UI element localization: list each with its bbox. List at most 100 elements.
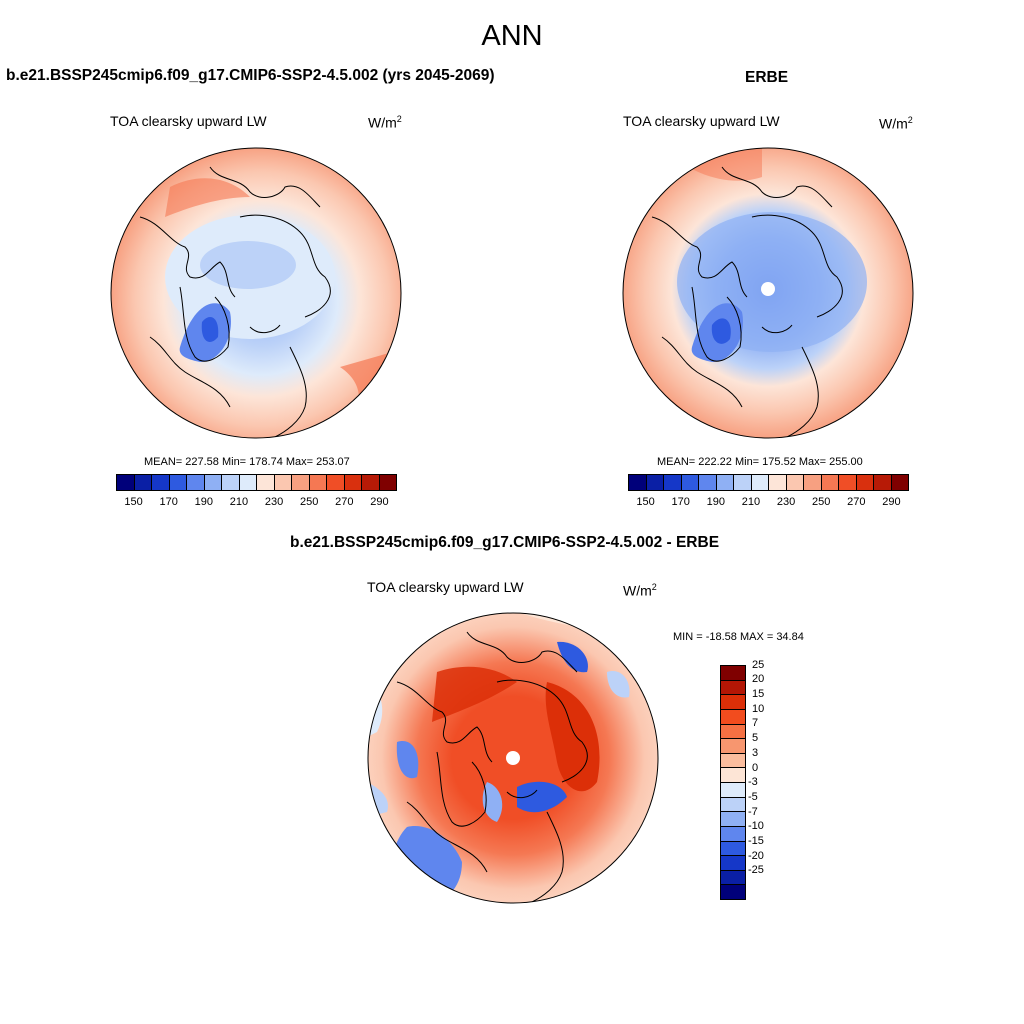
panel-3-colorbar-tick-label: 25 xyxy=(752,658,765,671)
panel-1-colorbar-swatch xyxy=(152,475,170,490)
panel-2-colorbar-swatch xyxy=(804,475,822,490)
panel-1-colorbar-tick-label: 230 xyxy=(264,496,284,508)
panel-2-colorbar-tick-label: 210 xyxy=(741,496,761,508)
panel-1-colorbar-tick-label: 250 xyxy=(300,496,319,508)
panel-2-coastlines xyxy=(651,166,843,438)
panel-2-colorbar-ticks: 150 170 190 210 230 250 270 290 xyxy=(628,496,909,510)
panel-1-colorbar-swatch xyxy=(204,475,222,490)
panel-3-colorbar-swatch xyxy=(721,724,745,740)
panel-2-variable-label: TOA clearsky upward LW xyxy=(623,113,780,129)
panel-3-pole-gap xyxy=(506,751,520,765)
panel-3-colorbar-tick-label: -20 xyxy=(748,849,764,862)
panel-1-colorbar-swatch xyxy=(222,475,240,490)
panel-3-colorbar-swatch xyxy=(721,870,745,886)
panel-1-colorbar-swatch xyxy=(169,475,187,490)
panel-2-stats: MEAN= 222.22 Min= 175.52 Max= 255.00 xyxy=(657,456,863,468)
panel-3-colorbar-swatch xyxy=(721,666,745,681)
panel-2-colorbar-swatch xyxy=(891,475,908,490)
panel-1-colorbar-swatch xyxy=(274,475,292,490)
panel-1-variable-label: TOA clearsky upward LW xyxy=(110,113,267,129)
panel-2-colorbar-tick-label: 170 xyxy=(671,496,690,508)
panel-2-colorbar-swatch xyxy=(716,475,734,490)
panel-2-title: ERBE xyxy=(745,69,789,86)
panel-2-colorbar-swatch xyxy=(874,475,892,490)
panel-1-coastlines xyxy=(139,166,331,438)
panel-2-colorbar-tick-label: 150 xyxy=(636,496,655,508)
panel-2-colorbar-tick-label: 230 xyxy=(776,496,796,508)
panel-3-colorbar-tick-label: 5 xyxy=(752,732,759,745)
panel-3-variable-label: TOA clearsky upward LW xyxy=(367,579,524,595)
panel-3-colorbar-tick-label: 7 xyxy=(752,717,759,730)
panel-1-title: b.e21.BSSP245cmip6.f09_g17.CMIP6-SSP2-4.… xyxy=(6,67,495,84)
panel-2-colorbar-tick-label: 270 xyxy=(847,496,866,508)
panel-3-colorbar-ticks: 25 20 15 10 7 5 3 0 -3 -5 -7 -10 -15 -20 -25 xyxy=(748,659,792,900)
panel-1-colorbar-tick-label: 290 xyxy=(370,496,389,508)
panel-2-colorbar-swatch xyxy=(751,475,769,490)
panel-3-colorbar-swatch xyxy=(721,812,745,827)
panel-3-colorbar-swatch xyxy=(721,709,745,725)
panel-3-colorbar-swatch xyxy=(721,856,745,871)
panel-3-colorbar-tick-label: -25 xyxy=(748,864,764,877)
panel-2-colorbar-tick-label: 190 xyxy=(706,496,725,508)
panel-1-colorbar-swatch xyxy=(379,475,396,490)
panel-3-title: b.e21.BSSP245cmip6.f09_g17.CMIP6-SSP2-4.… xyxy=(290,534,720,551)
panel-3-colorbar-tick-label: 20 xyxy=(752,673,765,686)
panel-2-colorbar-tick-label: 290 xyxy=(882,496,901,508)
panel-2-colorbar-swatch xyxy=(664,475,682,490)
panel-1-colorbar-swatch xyxy=(257,475,275,490)
panel-3-colorbar-tick-label: -7 xyxy=(748,805,758,818)
panel-1-stats: MEAN= 227.58 Min= 178.74 Max= 253.07 xyxy=(144,456,350,468)
panel-2-polar-map xyxy=(622,147,914,439)
panel-1-colorbar-swatch xyxy=(327,475,345,490)
panel-3-colorbar-tick-label: 10 xyxy=(752,702,765,715)
panel-1-colorbar-swatch xyxy=(117,475,135,490)
panel-3-stats: MIN = -18.58 MAX = 34.84 xyxy=(673,631,804,643)
panel-2-colorbar xyxy=(628,474,909,491)
panel-1-colorbar-ticks: 150 170 190 210 230 250 270 290 xyxy=(116,496,397,510)
panel-1-colorbar-tick-label: 210 xyxy=(229,496,249,508)
panel-3-colorbar-swatch xyxy=(721,783,745,798)
panel-1-colorbar-swatch xyxy=(239,475,257,490)
panel-1-colorbar-swatch xyxy=(134,475,152,490)
panel-3-colorbar-swatch xyxy=(721,680,745,696)
panel-3-colorbar-swatch xyxy=(721,768,745,783)
panel-1-colorbar-swatch xyxy=(187,475,205,490)
panel-2-units: W/m2 xyxy=(879,115,913,132)
panel-3-colorbar-swatch xyxy=(721,841,745,857)
panel-1-colorbar-tick-label: 150 xyxy=(124,496,143,508)
panel-1-units: W/m2 xyxy=(368,114,402,131)
panel-2-colorbar-tick-label: 250 xyxy=(812,496,831,508)
panel-3-colorbar-tick-label: 15 xyxy=(752,688,765,701)
panel-3-colorbar xyxy=(720,665,746,900)
panel-2-colorbar-swatch xyxy=(769,475,787,490)
panel-3-colorbar-swatch xyxy=(721,695,745,710)
panel-1-colorbar-swatch xyxy=(309,475,327,490)
panel-1-colorbar-tick-label: 270 xyxy=(335,496,354,508)
panel-1-colorbar-swatch xyxy=(344,475,362,490)
panel-2-colorbar-swatch xyxy=(646,475,664,490)
panel-1-colorbar-tick-label: 190 xyxy=(194,496,213,508)
panel-1-colorbar xyxy=(116,474,397,491)
panel-3-colorbar-tick-label: -5 xyxy=(748,790,758,803)
panel-3-colorbar-swatch xyxy=(721,826,745,842)
panel-3-colorbar-tick-label: -10 xyxy=(748,820,764,833)
panel-1-colorbar-swatch xyxy=(292,475,310,490)
panel-3-colorbar-swatch xyxy=(721,797,745,813)
panel-1-colorbar-swatch xyxy=(362,475,380,490)
panel-3-colorbar-tick-label: 3 xyxy=(752,746,759,759)
panel-2-colorbar-swatch xyxy=(839,475,857,490)
panel-3-colorbar-tick-label: 0 xyxy=(752,761,759,774)
panel-3-colorbar-swatch xyxy=(721,753,745,769)
panel-3-warm-core xyxy=(545,682,600,792)
panel-2-pole-gap xyxy=(761,282,775,296)
main-title: ANN xyxy=(481,20,543,52)
panel-3-cool-region-1 xyxy=(517,781,567,813)
panel-1-colorbar-tick-label: 170 xyxy=(159,496,178,508)
panel-2-colorbar-swatch xyxy=(821,475,839,490)
panel-1-polar-map xyxy=(110,147,402,439)
panel-2-colorbar-swatch xyxy=(786,475,804,490)
panel-2-colorbar-swatch xyxy=(699,475,717,490)
panel-2-colorbar-swatch xyxy=(629,475,647,490)
panel-2-colorbar-swatch xyxy=(856,475,874,490)
panel-3-colorbar-swatch xyxy=(721,885,745,899)
